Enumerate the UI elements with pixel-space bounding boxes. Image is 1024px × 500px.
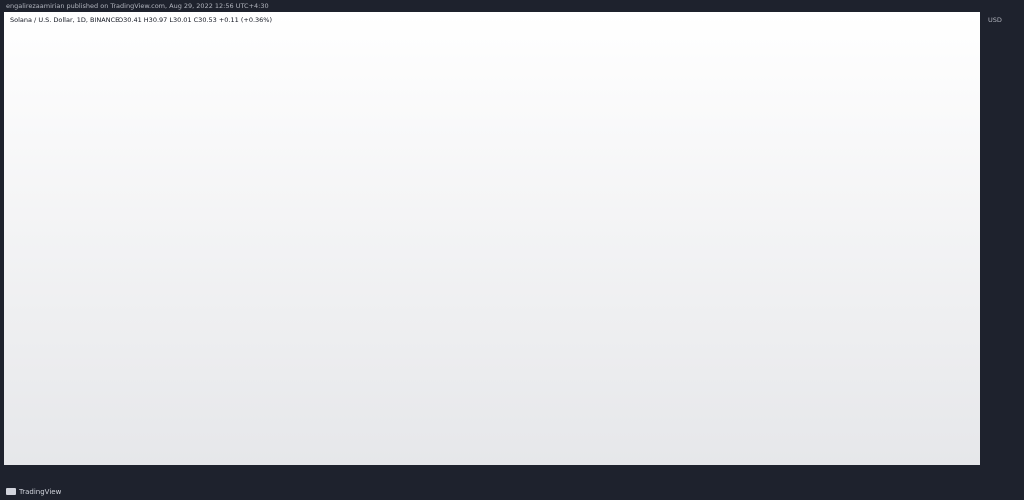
plot-area [4, 12, 980, 465]
brand-name: TradingView [18, 488, 62, 496]
ohlc-legend: O30.41 H30.97 L30.01 C30.53 +0.11 (+0.36… [118, 16, 272, 24]
publisher: engalirezaamirian published on TradingVi… [6, 2, 269, 10]
brand: TradingView [6, 488, 62, 496]
chart-title: Solana / U.S. Dollar, 1D, BINANCE [10, 16, 119, 24]
brand-icon [6, 488, 16, 495]
currency: USD [988, 16, 1002, 24]
